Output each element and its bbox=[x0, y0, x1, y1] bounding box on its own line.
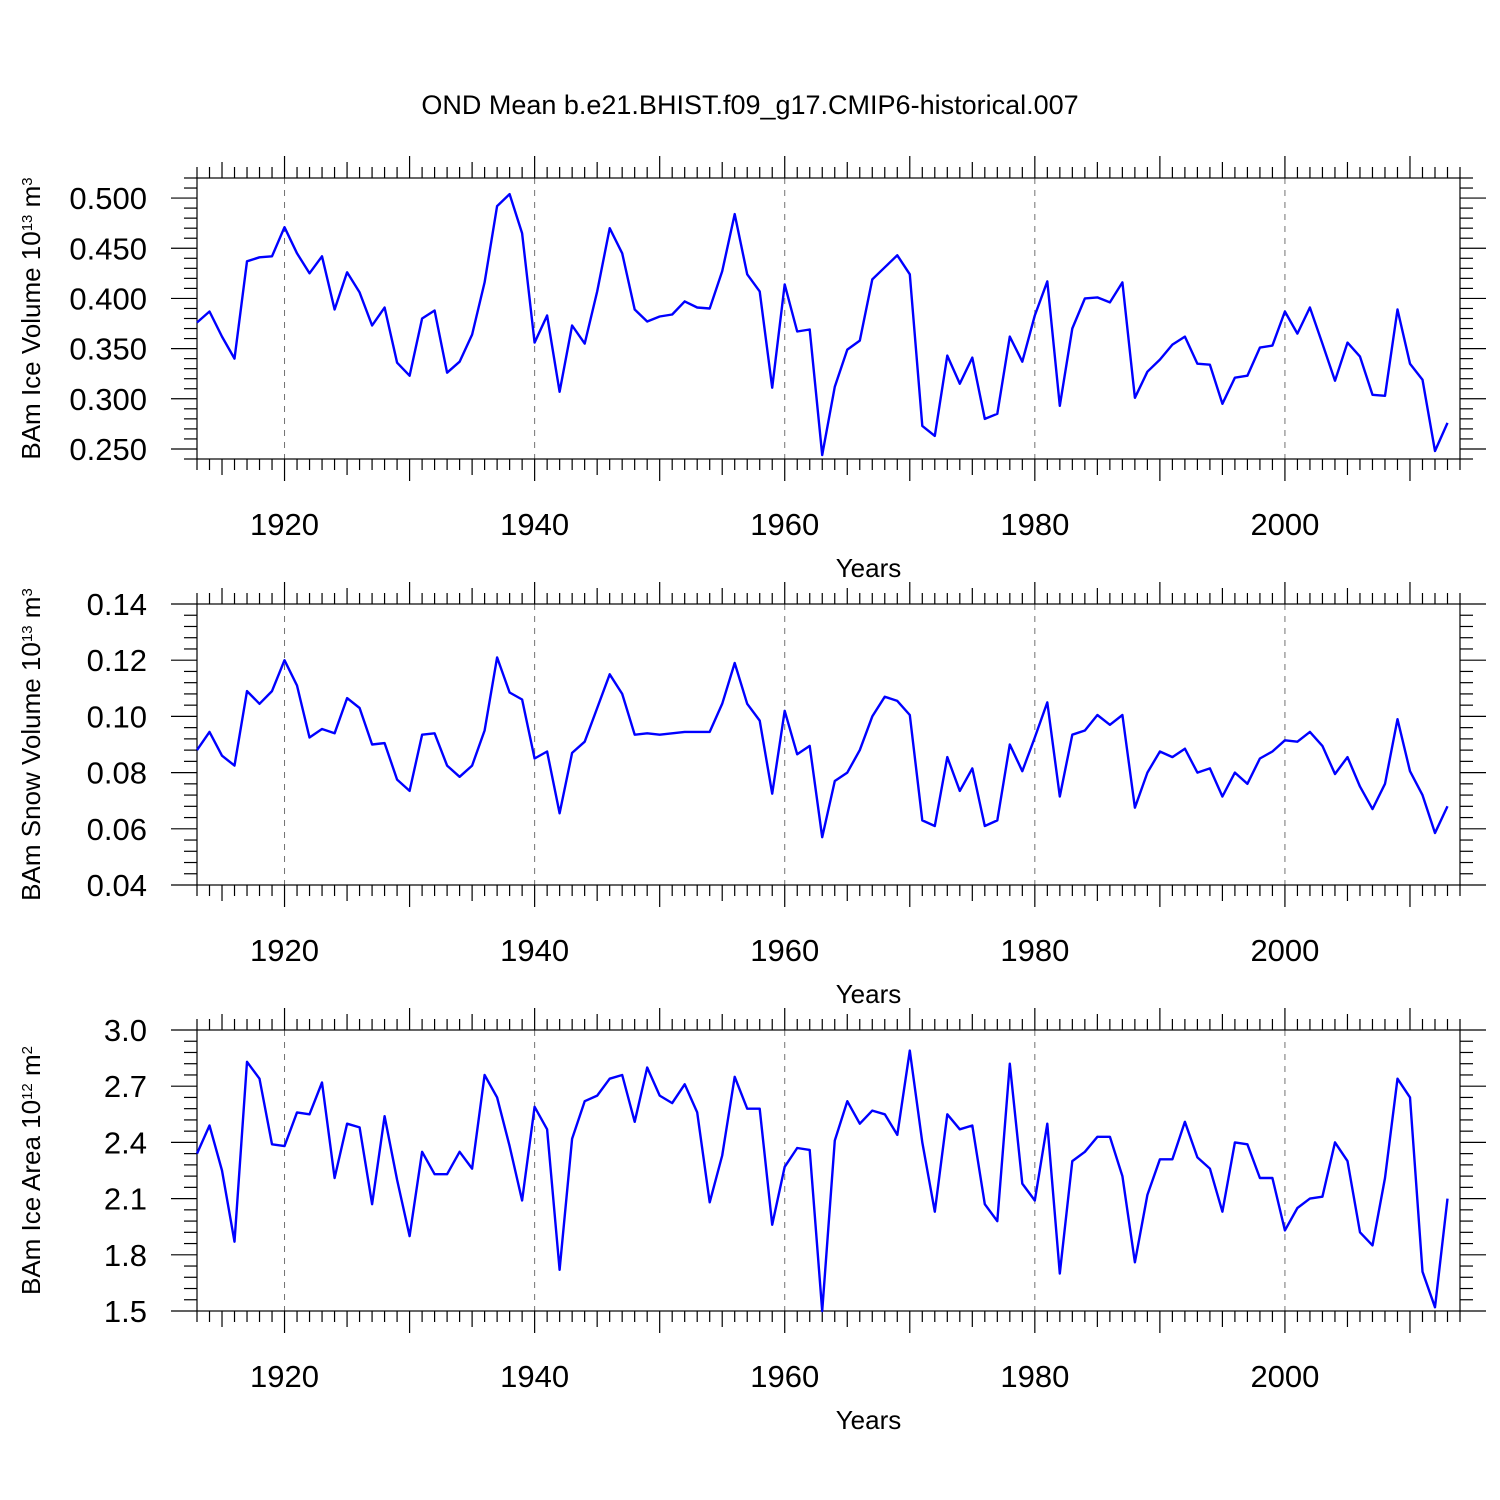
y-axis-title-part: m bbox=[16, 1054, 46, 1083]
y-tick-label: 1.5 bbox=[104, 1294, 147, 1329]
series-line-ice-volume bbox=[196, 192, 1449, 457]
panel-ice-volume: 0.250 0.300 0.350 0.400 0.450 0.500 1920 1940 19… bbox=[16, 156, 1486, 583]
x-tick-label: 2000 bbox=[1250, 1359, 1319, 1394]
y-tick-label: 2.4 bbox=[104, 1125, 147, 1160]
y-axis-title-part: BAm Ice Area 10 bbox=[16, 1100, 46, 1295]
x-axis-title: Years bbox=[836, 1405, 902, 1435]
x-tick-label: 1960 bbox=[750, 1359, 819, 1394]
y-axis-title-part: m bbox=[16, 597, 46, 626]
y-tick-label: 0.14 bbox=[87, 587, 147, 622]
y-tick-label: 0.450 bbox=[69, 231, 147, 266]
x-tick-label: 2000 bbox=[1250, 507, 1319, 542]
y-tick-label: 0.250 bbox=[69, 432, 147, 467]
y-axis-title-superscript: 2 bbox=[19, 1046, 36, 1054]
plot-frame bbox=[196, 1029, 1461, 1312]
y-tick-label: 0.04 bbox=[87, 868, 147, 903]
y-tick-label: 0.06 bbox=[87, 812, 147, 847]
series-line-snow-volume bbox=[196, 656, 1449, 839]
y-axis-title: BAm Ice Area 1012 m2 bbox=[16, 1046, 46, 1295]
x-tick-label: 1920 bbox=[250, 507, 319, 542]
x-tick-label: 1920 bbox=[250, 1359, 319, 1394]
x-tick-label: 1940 bbox=[500, 507, 569, 542]
y-tick-label: 0.300 bbox=[69, 382, 147, 417]
x-tick-label: 1960 bbox=[750, 507, 819, 542]
y-axis-title-superscript: 13 bbox=[19, 215, 36, 232]
x-tick-label: 2000 bbox=[1250, 933, 1319, 968]
x-tick-label: 1980 bbox=[1000, 507, 1069, 542]
x-axis-title: Years bbox=[836, 979, 902, 1009]
y-tick-label: 0.08 bbox=[87, 756, 147, 791]
y-tick-label: 0.10 bbox=[87, 699, 147, 734]
x-tick-label: 1980 bbox=[1000, 933, 1069, 968]
y-tick-label: 2.1 bbox=[104, 1182, 147, 1217]
chart-title: OND Mean b.e21.BHIST.f09_g17.CMIP6-histo… bbox=[421, 90, 1078, 120]
x-tick-label: 1940 bbox=[500, 1359, 569, 1394]
y-tick-label: 1.8 bbox=[104, 1238, 147, 1273]
y-axis-title-part: m bbox=[16, 186, 46, 215]
x-tick-label: 1980 bbox=[1000, 1359, 1069, 1394]
panel-ice-area: 1.5 1.8 2.1 2.4 2.7 3.0 1920 1940 1960 1980 2000 Ye… bbox=[16, 1008, 1486, 1435]
y-tick-label: 0.12 bbox=[87, 643, 147, 678]
y-axis-title: BAm Snow Volume 1013 m3 bbox=[16, 588, 46, 901]
panel-snow-volume: 0.04 0.06 0.08 0.10 0.12 0.14 1920 1940 1960 1980… bbox=[16, 582, 1486, 1009]
x-axis-title: Years bbox=[836, 553, 902, 583]
y-axis-title-superscript: 3 bbox=[19, 588, 36, 596]
y-tick-label: 3.0 bbox=[104, 1013, 147, 1048]
y-axis-title: BAm Ice Volume 1013 m3 bbox=[16, 177, 46, 459]
y-axis-title-superscript: 12 bbox=[19, 1083, 36, 1100]
y-axis-title-part: BAm Ice Volume 10 bbox=[16, 231, 46, 459]
series-line-ice-area bbox=[195, 1049, 1449, 1313]
y-tick-label: 2.7 bbox=[104, 1069, 147, 1104]
plot-frame bbox=[196, 603, 1461, 886]
x-tick-label: 1920 bbox=[250, 933, 319, 968]
x-tick-label: 1960 bbox=[750, 933, 819, 968]
y-tick-label: 0.350 bbox=[69, 332, 147, 367]
x-tick-label: 1940 bbox=[500, 933, 569, 968]
y-axis-title-part: BAm Snow Volume 10 bbox=[16, 642, 46, 901]
y-axis-title-superscript: 3 bbox=[19, 177, 36, 185]
y-tick-label: 0.400 bbox=[69, 281, 147, 316]
y-tick-label: 0.500 bbox=[69, 181, 147, 216]
y-axis-title-superscript: 13 bbox=[19, 625, 36, 642]
